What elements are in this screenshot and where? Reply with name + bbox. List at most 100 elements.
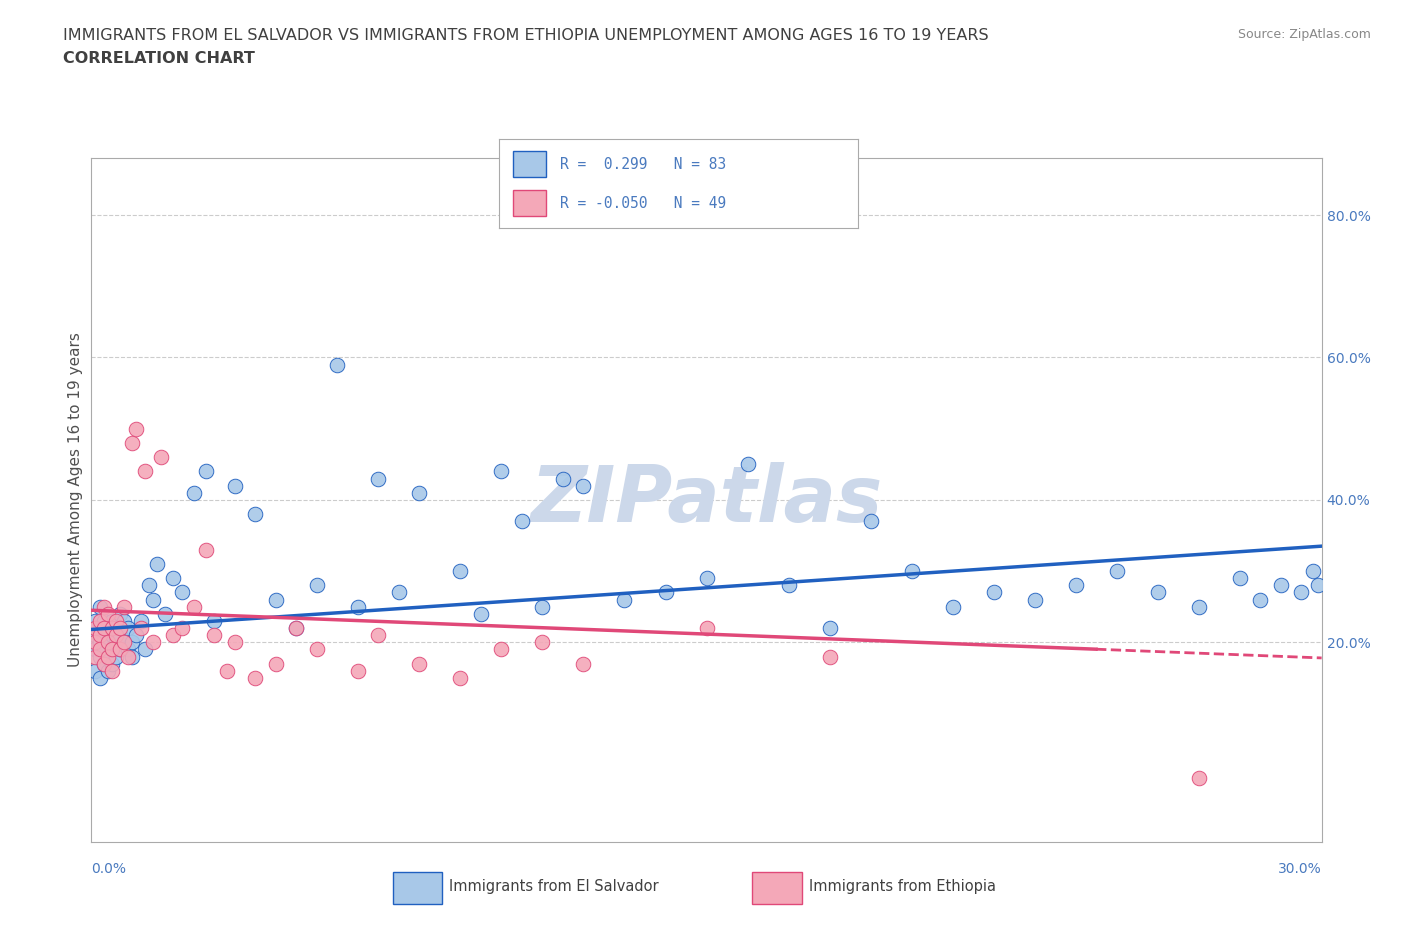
Text: ZIPatlas: ZIPatlas: [530, 462, 883, 538]
Point: [1302, 564, 1324, 578]
Point: [93, 657, 115, 671]
Point: [449, 564, 471, 578]
Point: [695, 620, 717, 635]
Point: [551, 472, 574, 486]
Point: [183, 599, 205, 614]
Point: [108, 620, 131, 635]
Point: [859, 513, 882, 528]
Point: [121, 435, 143, 450]
Y-axis label: Unemployment Among Ages 16 to 19 years: Unemployment Among Ages 16 to 19 years: [67, 332, 83, 668]
Point: [264, 657, 287, 671]
Point: [1105, 564, 1128, 578]
Point: [93, 657, 115, 671]
Point: [572, 478, 595, 493]
Point: [347, 663, 370, 678]
Point: [737, 457, 759, 472]
Point: [89, 635, 111, 650]
Point: [388, 585, 411, 600]
Point: [84, 649, 107, 664]
Point: [170, 585, 193, 600]
Point: [491, 464, 513, 479]
Point: [105, 614, 127, 629]
Point: [93, 599, 115, 614]
Point: [305, 578, 328, 592]
Point: [89, 599, 111, 614]
Point: [105, 649, 127, 664]
Point: [101, 642, 124, 657]
Point: [134, 464, 156, 479]
Point: [1064, 578, 1087, 592]
Point: [818, 620, 841, 635]
Point: [1187, 599, 1209, 614]
Point: [305, 642, 328, 657]
Point: [97, 649, 120, 664]
Point: [1306, 578, 1329, 592]
FancyBboxPatch shape: [392, 872, 441, 904]
Point: [1146, 585, 1168, 600]
Point: [97, 606, 120, 621]
Point: [470, 606, 492, 621]
Point: [142, 592, 165, 607]
Point: [818, 649, 841, 664]
Point: [97, 635, 120, 650]
Point: [97, 635, 120, 650]
Point: [108, 606, 131, 621]
Point: [129, 620, 152, 635]
Point: [108, 642, 131, 657]
Point: [112, 599, 135, 614]
Point: [202, 628, 225, 643]
FancyBboxPatch shape: [752, 872, 801, 904]
Point: [84, 663, 107, 678]
Point: [264, 592, 287, 607]
Text: IMMIGRANTS FROM EL SALVADOR VS IMMIGRANTS FROM ETHIOPIA UNEMPLOYMENT AMONG AGES : IMMIGRANTS FROM EL SALVADOR VS IMMIGRANT…: [63, 28, 988, 43]
Point: [510, 513, 533, 528]
Point: [108, 642, 131, 657]
Point: [183, 485, 205, 500]
Text: CORRELATION CHART: CORRELATION CHART: [63, 51, 254, 66]
Point: [93, 628, 115, 643]
Point: [326, 357, 349, 372]
Point: [84, 614, 107, 629]
Point: [101, 657, 124, 671]
Text: 30.0%: 30.0%: [1278, 862, 1322, 876]
Point: [117, 642, 139, 657]
Point: [129, 614, 152, 629]
Point: [93, 642, 115, 657]
Point: [108, 628, 131, 643]
Point: [101, 642, 124, 657]
Point: [1229, 571, 1251, 586]
Point: [1289, 585, 1312, 600]
Point: [531, 635, 554, 650]
Point: [1270, 578, 1292, 592]
Point: [84, 628, 107, 643]
Point: [121, 635, 143, 650]
Text: R =  0.299   N = 83: R = 0.299 N = 83: [560, 157, 727, 172]
Point: [245, 671, 267, 685]
Point: [449, 671, 471, 685]
Point: [153, 606, 177, 621]
Point: [170, 620, 193, 635]
Point: [531, 599, 554, 614]
Point: [408, 657, 430, 671]
Point: [105, 620, 127, 635]
Point: [125, 628, 148, 643]
Point: [654, 585, 676, 600]
Point: [101, 663, 124, 678]
Point: [89, 620, 111, 635]
Text: Immigrants from El Salvador: Immigrants from El Salvador: [450, 879, 659, 894]
Point: [408, 485, 430, 500]
Point: [101, 614, 124, 629]
Point: [89, 642, 111, 657]
Point: [162, 628, 184, 643]
Point: [224, 635, 246, 650]
Point: [142, 635, 165, 650]
Point: [89, 671, 111, 685]
Point: [215, 663, 238, 678]
Point: [150, 450, 173, 465]
Point: [84, 635, 107, 650]
Text: R = -0.050   N = 49: R = -0.050 N = 49: [560, 195, 727, 210]
Point: [491, 642, 513, 657]
Point: [117, 620, 139, 635]
Point: [97, 663, 120, 678]
Point: [285, 620, 308, 635]
